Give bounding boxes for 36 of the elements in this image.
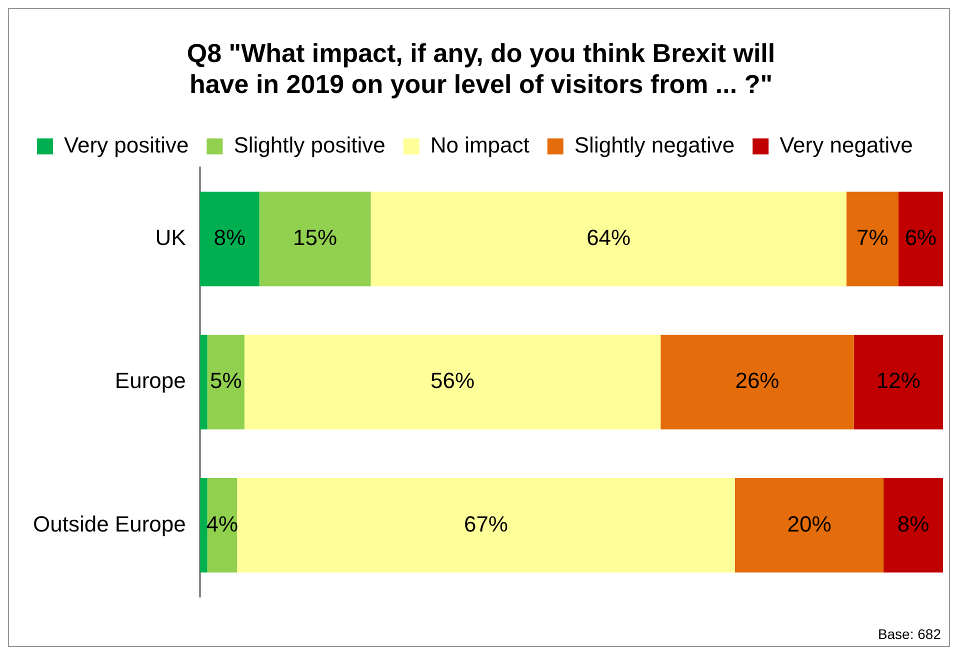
bar — [854, 334, 943, 430]
data-label: 20% — [787, 511, 832, 536]
data-label: 26% — [735, 368, 780, 394]
data-label: 15% — [293, 225, 338, 250]
legend-label: Slightly negative — [574, 132, 735, 158]
data-label: 7% — [856, 225, 888, 250]
bar — [370, 192, 846, 286]
bar — [846, 192, 898, 286]
bar — [200, 192, 260, 286]
data-label: 6% — [904, 225, 937, 250]
data-label: 8% — [897, 511, 930, 536]
legend-label: Slightly positive — [234, 132, 386, 158]
chart-title: Q8 "What impact, if any, do you think Brexit will have in 2019 on your level of visitors from ... ?" — [186, 38, 776, 99]
y-tick-label: Europe — [114, 368, 186, 394]
bar — [207, 334, 244, 430]
data-label: 64% — [586, 225, 631, 250]
data-label: 12% — [876, 368, 920, 394]
bar — [734, 478, 884, 572]
bar — [237, 478, 735, 572]
data-label: 56% — [430, 368, 475, 394]
bar — [898, 192, 943, 286]
bar — [200, 334, 208, 430]
y-tick-label: UK — [155, 225, 186, 250]
legend-label: No impact — [430, 132, 530, 158]
bar — [244, 334, 661, 430]
y-tick-label: Outside Europe — [32, 511, 186, 536]
data-label: 67% — [464, 511, 508, 536]
bar — [660, 334, 854, 430]
text: Base: 682 — [878, 626, 941, 642]
data-label: 8% — [214, 225, 246, 250]
legend-label: Very negative — [780, 132, 913, 158]
bar — [884, 478, 943, 572]
bar — [200, 478, 208, 572]
bar — [259, 192, 371, 286]
legend-label: Very positive — [64, 132, 189, 158]
data-label: 5% — [210, 368, 242, 394]
